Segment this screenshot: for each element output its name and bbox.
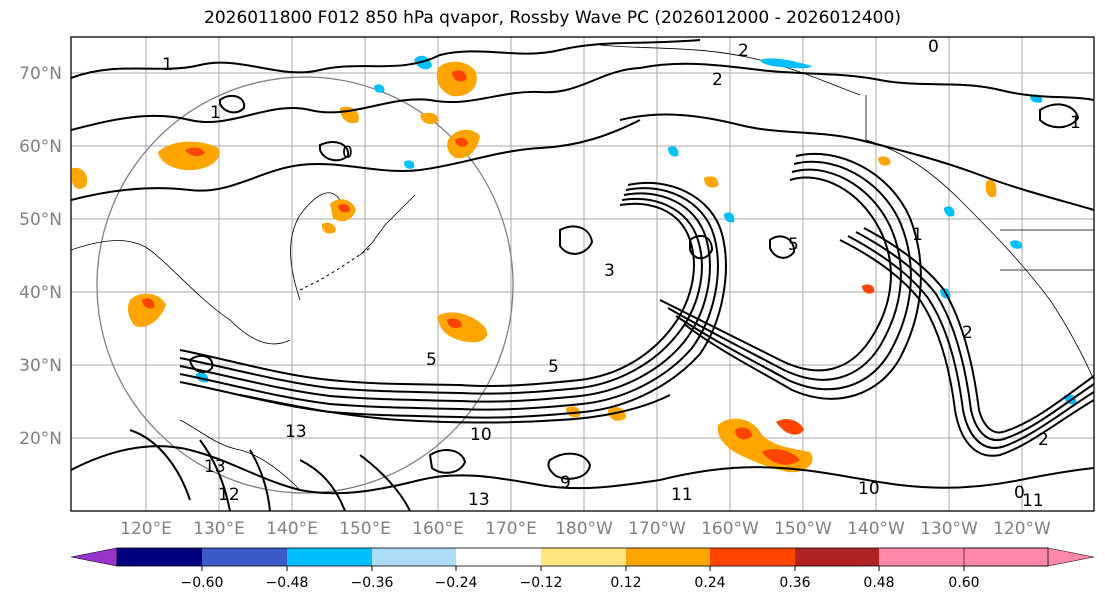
colorbar-tick-label: 0.12	[610, 575, 641, 591]
longitude-label: 160°W	[701, 519, 759, 539]
rossby-wave-contours	[71, 39, 1094, 511]
longitude-label: 140°E	[266, 519, 318, 539]
colorbar-outline	[116, 547, 1049, 567]
colorbar: −0.60 −0.48 −0.36 −0.24 −0.12 0.12 0.24 …	[70, 547, 1095, 591]
colorbar-extend-min	[70, 547, 118, 567]
contour-label: 11	[1022, 491, 1044, 511]
map-content: 2 1 0 1 2 3 5 0 5 5 13 13 11 10 11 10 9 …	[71, 37, 1094, 511]
colorbar-extend-max	[963, 547, 1095, 567]
contour-label: 1	[1070, 113, 1081, 133]
contour-label: 2	[962, 323, 973, 343]
longitude-label: 160°E	[412, 519, 464, 539]
contour-label: 0	[1014, 483, 1025, 503]
colorbar-segment	[287, 548, 372, 566]
contour-label: 5	[548, 357, 559, 377]
contour-label: 0	[342, 143, 353, 163]
longitude-label: 170°E	[485, 519, 537, 539]
contour-label: 12	[218, 485, 240, 505]
colorbar-tick-label: −0.60	[181, 575, 224, 591]
longitude-label: 170°W	[628, 519, 686, 539]
latitude-label: 60°N	[19, 137, 62, 157]
contour-label: 1	[162, 55, 173, 75]
colorbar-tick-label: −0.24	[435, 575, 478, 591]
map-frame	[70, 36, 1095, 512]
contour-label: 13	[204, 457, 226, 477]
contour-label: 3	[604, 261, 615, 281]
contour-label: 9	[560, 473, 571, 493]
graticule	[71, 37, 1094, 511]
contour-label: 10	[858, 479, 880, 499]
latitude-labels: 70°N 60°N 50°N 40°N 30°N 20°N	[19, 64, 62, 449]
contour-label-group: 2 1 0 1 2 3 5 0 5 5 13 13 11 10 11 10 9 …	[162, 37, 1081, 511]
contour-label: 10	[470, 425, 492, 445]
colorbar-tick-label: 0.24	[694, 575, 725, 591]
colorbar-tick-label: −0.36	[351, 575, 394, 591]
colorbar-segment	[879, 548, 964, 566]
longitude-labels: 120°E 130°E 140°E 150°E 160°E 170°E 180°…	[120, 519, 1051, 539]
colorbar-segment	[541, 548, 626, 566]
contour-label: 2	[738, 41, 749, 61]
longitude-label: 140°W	[847, 519, 905, 539]
contour-label: 5	[426, 350, 437, 370]
latitude-label: 50°N	[19, 210, 62, 230]
colorbar-segment	[372, 548, 456, 566]
map-title: 2026011800 F012 850 hPa qvapor, Rossby W…	[204, 8, 901, 28]
colorbar-tick-label: 0.60	[948, 575, 979, 591]
longitude-label: 120°W	[993, 519, 1051, 539]
contour-label: 5	[788, 235, 799, 255]
colorbar-segment	[456, 548, 541, 566]
longitude-label: 180°W	[555, 519, 613, 539]
longitude-label: 150°E	[339, 519, 391, 539]
contour-label: 0	[928, 37, 939, 57]
reference-circle	[96, 76, 514, 494]
colorbar-segment	[710, 548, 795, 566]
contour-label: 1	[912, 225, 923, 245]
contour-label: 2	[1038, 430, 1049, 450]
longitude-label: 130°E	[193, 519, 245, 539]
colorbar-tick-label: −0.48	[266, 575, 309, 591]
colorbar-segment	[117, 548, 202, 566]
contour-label: 13	[285, 422, 307, 442]
contour-label: 13	[468, 490, 490, 510]
contour-label: 1	[210, 103, 221, 123]
colorbar-segment	[795, 548, 879, 566]
colorbar-tick-label: 0.36	[779, 575, 810, 591]
latitude-label: 40°N	[19, 283, 62, 303]
qvapor-shading	[72, 55, 1077, 473]
colorbar-segment	[626, 548, 710, 566]
colorbar-segment	[202, 548, 287, 566]
longitude-label: 120°E	[120, 519, 172, 539]
dashed-boundary	[299, 247, 371, 291]
colorbar-ticks	[201, 566, 965, 571]
latitude-label: 70°N	[19, 64, 62, 84]
latitude-label: 20°N	[19, 429, 62, 449]
map-background	[71, 37, 1094, 511]
contour-label: 11	[671, 485, 693, 505]
contour-label: 2	[712, 70, 723, 90]
longitude-label: 150°W	[774, 519, 832, 539]
colorbar-tick-label: 0.48	[863, 575, 894, 591]
colorbar-tick-label: −0.12	[520, 575, 563, 591]
coastlines	[71, 44, 1094, 491]
longitude-label: 130°W	[920, 519, 978, 539]
latitude-label: 30°N	[19, 356, 62, 376]
